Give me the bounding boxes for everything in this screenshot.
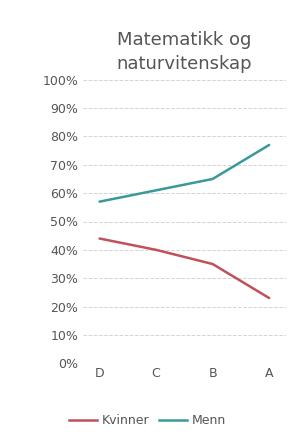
Kvinner [154,247,158,253]
Kvinner [98,236,101,241]
Title: Matematikk og
naturvitenskap: Matematikk og naturvitenskap [117,31,252,73]
Line: Kvinner: Kvinner [99,238,269,298]
Legend: Kvinner, Menn: Kvinner, Menn [64,409,231,432]
Menn [98,199,101,204]
Kvinner [211,261,214,267]
Line: Menn: Menn [99,145,269,202]
Menn [154,188,158,193]
Menn [211,176,214,182]
Kvinner [267,295,271,301]
Menn [267,142,271,148]
